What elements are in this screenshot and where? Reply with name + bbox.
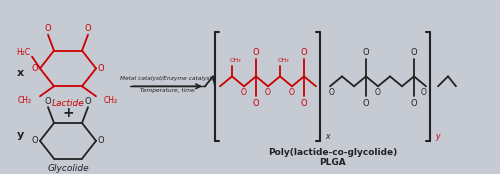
Text: CH₂: CH₂: [18, 96, 32, 105]
Text: O: O: [300, 99, 308, 108]
Text: Metal catalyst/Enzyme catalyst): Metal catalyst/Enzyme catalyst): [120, 76, 214, 81]
Text: O: O: [410, 99, 418, 108]
Text: CH₂: CH₂: [104, 96, 118, 105]
Text: Poly(lactide-co-glycolide): Poly(lactide-co-glycolide): [268, 148, 397, 157]
Text: O: O: [362, 99, 370, 108]
Text: O: O: [44, 97, 52, 106]
Text: O: O: [32, 64, 38, 73]
Text: O: O: [84, 24, 91, 33]
Text: O: O: [421, 88, 427, 97]
Text: y: y: [435, 132, 440, 141]
Text: CH₃: CH₃: [230, 58, 241, 63]
Text: O: O: [252, 48, 260, 57]
Text: O: O: [289, 88, 295, 97]
Text: O: O: [241, 88, 247, 97]
Text: Lactide: Lactide: [52, 99, 84, 108]
Text: O: O: [32, 136, 38, 145]
Text: Temperature, time: Temperature, time: [140, 88, 194, 93]
Text: O: O: [252, 99, 260, 108]
Text: +: +: [62, 106, 74, 120]
Text: O: O: [329, 88, 335, 97]
Text: CH₃: CH₃: [278, 58, 289, 63]
Text: O: O: [362, 48, 370, 57]
Text: O: O: [98, 136, 104, 145]
Text: Glycolide: Glycolide: [47, 164, 89, 173]
Text: x: x: [325, 132, 330, 141]
Text: O: O: [44, 24, 52, 33]
Text: O: O: [375, 88, 381, 97]
Text: y: y: [16, 130, 24, 140]
Text: O: O: [84, 97, 91, 106]
Text: O: O: [265, 88, 271, 97]
Text: O: O: [98, 64, 104, 73]
Text: O: O: [300, 48, 308, 57]
Text: PLGA: PLGA: [319, 158, 346, 167]
Text: O: O: [410, 48, 418, 57]
Text: x: x: [16, 68, 24, 78]
Text: H₂C: H₂C: [16, 48, 30, 57]
